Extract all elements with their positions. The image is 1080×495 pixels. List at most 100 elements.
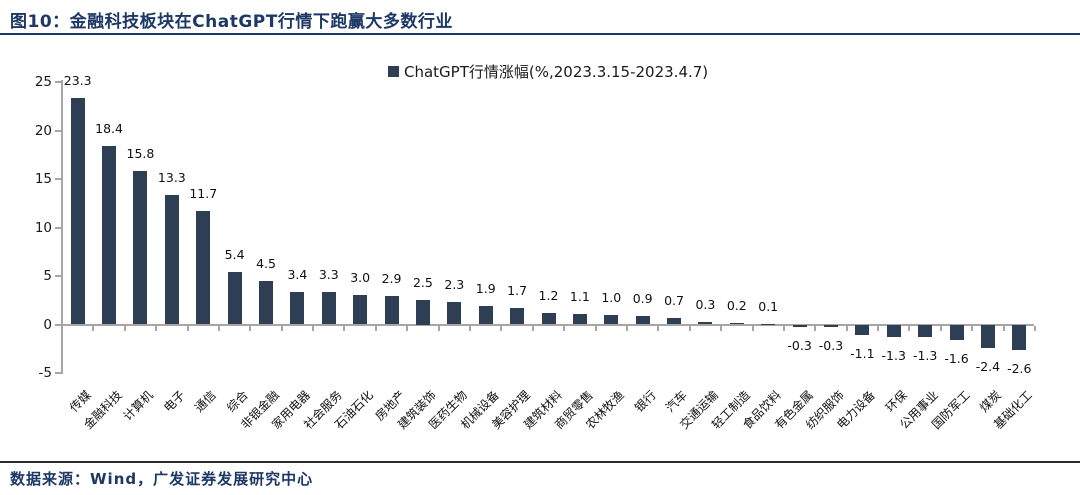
bar — [227, 272, 242, 325]
bar-value-label: 0.2 — [726, 297, 747, 313]
y-axis-tick — [55, 178, 61, 180]
bar — [196, 211, 211, 325]
bar-value-label: 2.3 — [444, 277, 465, 293]
bar — [604, 314, 619, 325]
title-divider — [0, 33, 1080, 35]
bar-value-label: 0.7 — [664, 292, 684, 308]
x-axis-tick — [500, 325, 503, 331]
bar-value-label: 11.7 — [189, 186, 218, 201]
bar-value-label: 4.5 — [256, 255, 276, 271]
bar — [541, 312, 556, 325]
bar — [635, 315, 650, 325]
bar — [918, 324, 933, 338]
bar — [823, 324, 838, 328]
x-axis-tick — [1002, 325, 1005, 331]
bar-value-label: 0.9 — [632, 290, 653, 306]
bar — [761, 323, 776, 325]
bar — [792, 324, 807, 328]
bar — [415, 300, 430, 325]
x-axis-tick — [688, 325, 691, 331]
footer-divider — [0, 461, 1080, 463]
bar-value-label: 0.3 — [695, 296, 716, 312]
y-axis-tick-label: 20 — [34, 122, 52, 139]
figure-title: 图10：金融科技板块在ChatGPT行情下跑赢大多数行业 — [10, 12, 453, 32]
x-axis-tick — [155, 325, 158, 331]
bar — [447, 302, 462, 325]
y-axis-tick — [55, 129, 61, 132]
bar — [353, 295, 368, 325]
x-axis-tick — [563, 325, 566, 331]
x-axis-tick — [186, 325, 189, 331]
x-axis-tick — [657, 325, 660, 331]
bar-value-label: 1.7 — [507, 283, 528, 298]
bar-value-label: 3.0 — [350, 270, 371, 286]
legend-label: ChatGPT行情涨幅(%,2023.3.15-2023.4.7) — [404, 63, 709, 81]
bar-value-label: -0.3 — [787, 338, 812, 354]
y-axis-tick — [55, 226, 61, 229]
bar — [102, 146, 117, 325]
bar-value-label: 0.1 — [758, 298, 779, 314]
x-axis-tick — [939, 325, 942, 331]
bar — [949, 324, 964, 341]
x-axis-tick — [61, 325, 63, 331]
bar — [1012, 324, 1027, 350]
bar — [855, 324, 870, 336]
x-axis-tick — [814, 325, 817, 331]
bar-value-label: -1.1 — [850, 346, 875, 362]
x-axis-tick — [625, 325, 628, 331]
x-axis-tick — [751, 325, 754, 331]
y-axis-tick — [55, 81, 61, 83]
bar — [980, 324, 995, 348]
bar — [510, 308, 525, 325]
bar — [572, 313, 587, 325]
bar-value-label: 15.8 — [126, 146, 155, 162]
x-axis-tick — [782, 325, 785, 331]
bar — [290, 291, 305, 325]
y-axis-tick-label: 25 — [34, 74, 52, 90]
bar — [384, 296, 399, 325]
x-axis-tick — [971, 325, 974, 331]
bar — [164, 195, 179, 325]
bar — [70, 98, 85, 325]
bar-value-label: 18.4 — [95, 121, 123, 137]
y-axis-tick — [55, 275, 61, 277]
bar — [478, 306, 493, 325]
bar-value-label: 1.9 — [475, 281, 496, 297]
bar-value-label: 2.5 — [412, 275, 433, 291]
bar-value-label: 1.0 — [601, 289, 622, 305]
bar — [729, 322, 744, 325]
x-axis-tick — [406, 325, 409, 331]
y-axis-tick-label: 15 — [34, 171, 52, 187]
bar-value-label: 2.9 — [381, 271, 402, 287]
x-axis-tick — [594, 325, 597, 331]
bar-value-label: -1.3 — [912, 348, 938, 364]
x-axis-tick — [280, 325, 283, 331]
y-axis-tick-label: -5 — [38, 365, 52, 381]
bar-value-label: 5.4 — [224, 247, 245, 263]
legend-swatch-icon — [388, 66, 399, 77]
x-axis-tick — [217, 325, 220, 331]
x-axis-tick — [469, 325, 472, 331]
bar-value-label: 3.3 — [318, 267, 339, 283]
x-axis-tick — [312, 325, 315, 331]
bar-value-label: -1.3 — [881, 348, 906, 364]
x-axis-tick — [720, 325, 723, 331]
bar — [321, 292, 336, 325]
x-axis-tick — [877, 325, 880, 331]
data-source-note: 数据来源：Wind，广发证券发展研究中心 — [10, 470, 314, 488]
y-axis-tick-label: 5 — [43, 268, 52, 284]
x-axis-tick — [249, 325, 252, 331]
x-axis-tick — [531, 325, 534, 331]
y-axis-tick-label: 10 — [34, 219, 52, 236]
bar-value-label: -2.6 — [1007, 360, 1032, 376]
x-axis-tick — [845, 325, 848, 331]
bar-value-label: -1.6 — [944, 351, 969, 367]
x-axis-tick — [908, 325, 911, 331]
bar-value-label: 13.3 — [157, 170, 186, 186]
bar — [667, 317, 682, 325]
y-axis-tick — [55, 372, 61, 374]
bar-value-label: 1.2 — [538, 287, 559, 303]
x-axis-zero-line — [61, 323, 1034, 326]
